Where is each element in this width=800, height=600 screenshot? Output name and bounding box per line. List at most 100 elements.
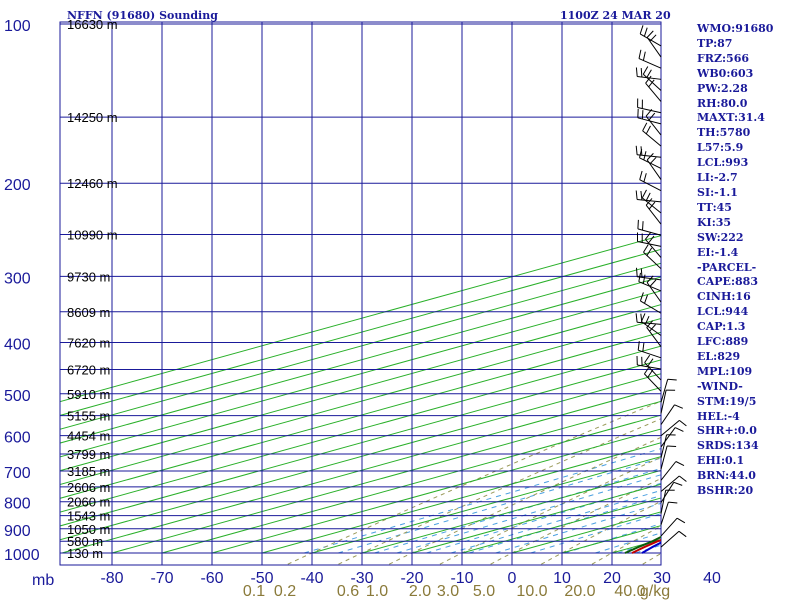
wind-barb-flag <box>676 517 686 524</box>
index-row: EHI:0.1 <box>697 454 797 469</box>
index-row: MPL:109 <box>697 365 797 380</box>
index-key: KI <box>697 215 712 229</box>
isotherm-line <box>60 373 661 541</box>
wind-barbs <box>635 25 687 548</box>
index-key: CINH <box>697 290 732 304</box>
index-value: 19/5 <box>729 394 757 408</box>
wind-barb-flag <box>642 221 644 231</box>
index-separator: : <box>730 275 736 289</box>
wind-barb-flag <box>646 69 652 78</box>
index-separator: : <box>733 484 738 498</box>
index-value: 45 <box>716 200 732 214</box>
index-key: BSHR <box>697 484 734 498</box>
index-key: BRN <box>697 469 726 483</box>
isotherm-line <box>161 414 661 554</box>
index-row: STM:19/5 <box>697 395 797 410</box>
index-row: EI:-1.4 <box>697 246 797 261</box>
index-key: EHI <box>697 454 721 468</box>
wind-barb-flag <box>635 67 638 77</box>
wind-barb-staff <box>660 530 680 548</box>
wind-barb-staff <box>637 321 662 325</box>
wind-barb-flag <box>644 294 648 304</box>
index-value: 0.1 <box>725 454 745 468</box>
mixing-ratio-label: 3.0 <box>437 583 459 600</box>
index-row: SHR+:0.0 <box>697 424 797 439</box>
index-separator: : <box>721 51 727 65</box>
height-label: 10990 m <box>67 228 118 243</box>
mixing-ratio-label: 20.0 <box>564 583 595 600</box>
index-value: 993 <box>725 156 749 170</box>
wind-barb-flag <box>642 122 648 132</box>
height-label: 2060 m <box>67 495 110 510</box>
index-key: MPL <box>697 364 726 378</box>
wind-barb-flag <box>639 148 643 158</box>
index-key: WMO <box>697 22 732 35</box>
wind-barb-flag <box>678 475 687 482</box>
index-separator: : <box>734 111 739 125</box>
wind-barb-flag <box>640 313 646 322</box>
index-value: 603 <box>730 66 754 80</box>
index-row: SRDS:134 <box>697 439 797 454</box>
isotherm-line <box>311 456 661 554</box>
mixing-ratio-line <box>396 474 661 554</box>
wind-barb-flag <box>649 324 656 332</box>
index-row: -PARCEL- <box>697 261 797 276</box>
wind-barb-staff <box>640 300 662 314</box>
wind-barb-flag <box>646 320 654 328</box>
wind-barb-staff <box>660 517 678 537</box>
index-value: 5.9 <box>724 141 744 155</box>
index-row: MAXT:31.4 <box>697 111 797 126</box>
index-key: L57 <box>697 141 721 155</box>
index-key: FRZ <box>697 51 722 65</box>
temperature-tick-label: 0 <box>508 570 517 587</box>
temperature-tick-label: 30 <box>653 570 671 587</box>
height-label: 16630 m <box>67 17 118 32</box>
isotherm-line <box>60 248 661 416</box>
index-row: CAP:1.3 <box>697 320 797 335</box>
index-value: 44.0 <box>729 469 756 483</box>
pressure-tick-label: 600 <box>4 430 31 447</box>
wind-barb-flag <box>636 267 638 277</box>
index-separator: : <box>720 454 725 468</box>
index-separator: : <box>711 215 716 229</box>
wind-barb-staff <box>643 251 662 270</box>
wind-barb-flag <box>643 151 647 161</box>
wind-barb-flag <box>674 427 684 432</box>
wind-barb-flag <box>639 25 644 35</box>
index-row: LFC:889 <box>697 335 797 350</box>
index-row: LI:-2.7 <box>697 171 797 186</box>
wind-barb-flag <box>643 173 647 183</box>
index-separator: : <box>716 230 721 244</box>
index-row: KI:35 <box>697 216 797 231</box>
index-value: -4 <box>727 409 740 423</box>
wind-barb-staff <box>637 154 662 158</box>
mixing-ratio-label: 1.0 <box>366 583 388 600</box>
wind-barb-staff <box>645 204 662 225</box>
chart-timestamp: 1100Z 24 MAR 20 <box>560 9 671 22</box>
wind-barb-flag <box>640 268 643 278</box>
mixing-ratio-label: 2.0 <box>409 583 431 600</box>
index-separator: : <box>716 96 721 110</box>
wind-barb-flag <box>645 108 653 117</box>
wind-barb-flag <box>679 420 687 427</box>
index-value: 109 <box>729 364 753 378</box>
pressure-tick-label: 400 <box>4 336 31 353</box>
wind-barb-flag <box>642 342 645 352</box>
height-label: 12460 m <box>67 176 118 191</box>
index-row: EL:829 <box>697 350 797 365</box>
wind-barb-staff <box>646 37 662 58</box>
isotherm-line <box>60 262 661 430</box>
height-label: 580 m <box>67 534 103 549</box>
wind-barb-flag <box>647 369 654 378</box>
height-label: 2606 m <box>67 480 110 495</box>
wind-barb-flag <box>647 358 654 367</box>
wind-barb-flag <box>645 75 652 84</box>
index-separator: : <box>712 200 717 214</box>
height-label: 6720 m <box>67 363 110 378</box>
wind-barb-staff <box>660 490 667 514</box>
wind-barb-flag <box>637 341 640 351</box>
pressure-axis-unit: mb <box>32 572 54 589</box>
chart-title: NFFN (91680) Sounding <box>67 9 218 22</box>
wind-barb-flag <box>635 190 638 200</box>
